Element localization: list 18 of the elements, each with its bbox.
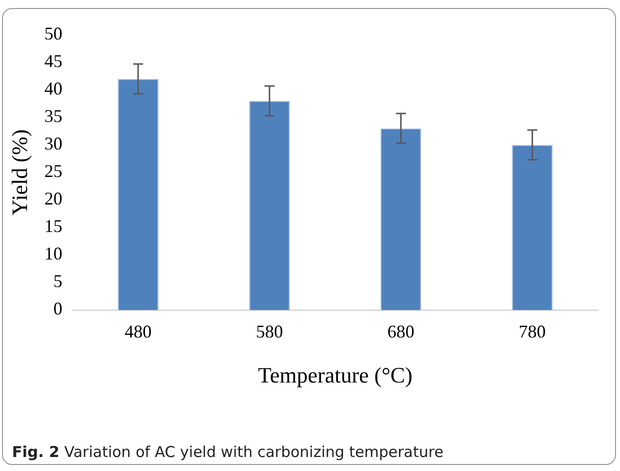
y-tick-label: 15 [44, 216, 62, 236]
y-tick-label: 0 [53, 298, 62, 319]
y-tick-label: 10 [44, 244, 62, 264]
caption: Fig. 2 Variation of AC yield with carbonizing temperature [12, 443, 444, 461]
y-tick-label: 30 [44, 134, 62, 154]
x-tick-label: 780 [518, 322, 546, 342]
y-tick-label: 20 [44, 188, 62, 209]
y-tick-label: 40 [44, 78, 62, 99]
y-tick-label: 35 [44, 106, 62, 126]
y-axis-title: Yield (%) [6, 129, 32, 216]
x-axis-title: Temperature (°C) [258, 362, 412, 388]
x-tick-label: 680 [387, 322, 414, 342]
y-tick-label: 25 [44, 161, 62, 182]
y-tick-label: 50 [44, 24, 62, 44]
y-tick-label: 45 [44, 51, 62, 72]
x-tick-label: 580 [256, 322, 283, 342]
x-tick-label: 480 [124, 322, 152, 342]
y-tick-label: 5 [53, 271, 62, 292]
